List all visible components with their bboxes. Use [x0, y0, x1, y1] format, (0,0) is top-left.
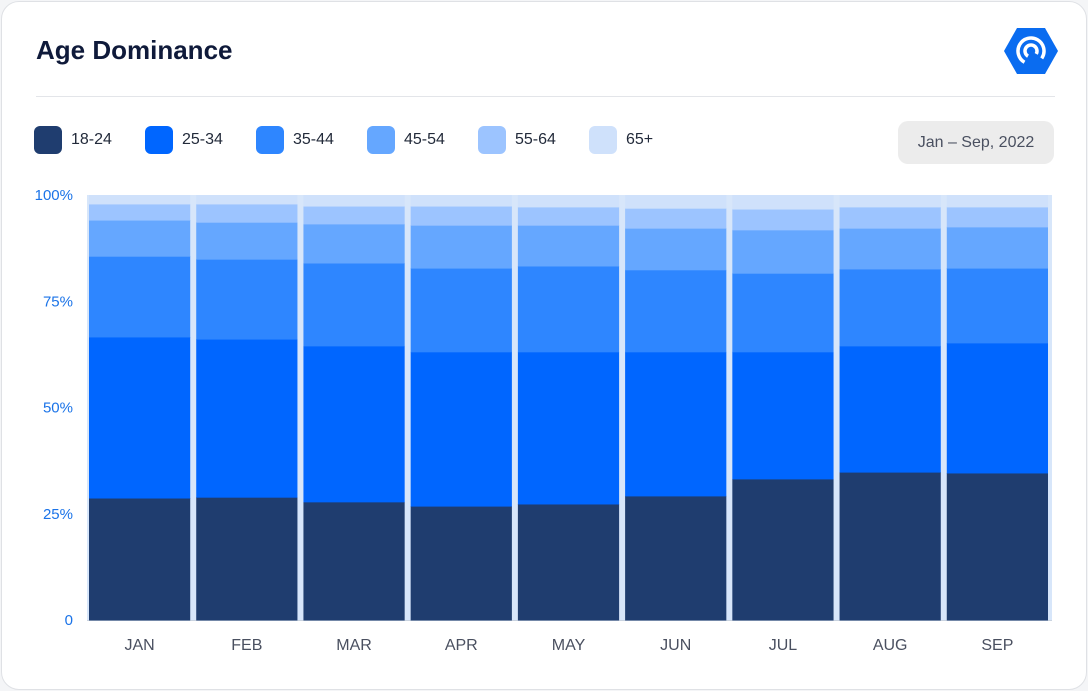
- date-range-button[interactable]: Jan – Sep, 2022: [898, 121, 1054, 164]
- bar-segment-25-34: [89, 336, 191, 499]
- x-tick-label: MAY: [552, 637, 586, 654]
- bar-segment-45-54: [410, 225, 512, 269]
- x-tick-label: AUG: [873, 637, 908, 654]
- legend-label: 25-34: [182, 131, 223, 148]
- y-tick-label: 100%: [35, 187, 73, 204]
- bar-segment-18-24: [89, 498, 191, 621]
- legend-label: 18-24: [71, 131, 112, 148]
- bar-segment-45-54: [517, 225, 620, 267]
- bar-segment-35-44: [946, 268, 1048, 344]
- bar-segment-65+: [303, 195, 405, 207]
- bar-segment-55-64: [89, 203, 191, 221]
- bar-segment-18-24: [946, 472, 1048, 621]
- legend-item[interactable]: 55-64: [478, 126, 589, 154]
- bar-segment-55-64: [625, 208, 727, 229]
- y-tick-label: 50%: [43, 400, 73, 417]
- legend-item[interactable]: 25-34: [145, 126, 256, 154]
- y-tick-label: 0: [65, 612, 73, 629]
- bar-segment-35-44: [517, 265, 620, 353]
- x-tick-label: SEP: [981, 637, 1013, 654]
- legend-item[interactable]: 35-44: [256, 126, 367, 154]
- legend-swatch: [34, 126, 62, 154]
- x-tick-label: JAN: [124, 637, 154, 654]
- legend-label: 45-54: [404, 131, 445, 148]
- bar-segment-45-54: [946, 226, 1048, 269]
- bar-segment-35-44: [625, 269, 727, 353]
- bar-segment-65+: [625, 195, 727, 209]
- bar-segment-25-34: [839, 345, 941, 473]
- x-tick-label: JUL: [769, 637, 798, 654]
- y-tick-label: 25%: [43, 506, 73, 523]
- bar-segment-55-64: [839, 206, 941, 229]
- bar-segment-55-64: [517, 206, 620, 226]
- bar-segment-35-44: [89, 256, 191, 338]
- x-tick-label: FEB: [231, 637, 262, 654]
- bar-segment-45-54: [625, 228, 727, 271]
- bar-segment-25-34: [946, 342, 1048, 474]
- signal-hexagon-icon: [1003, 26, 1059, 76]
- bar-segment-25-34: [410, 351, 512, 507]
- x-tick-label: JUN: [660, 637, 691, 654]
- legend-item[interactable]: 65+: [589, 126, 700, 154]
- bar-segment-25-34: [303, 345, 405, 503]
- legend-swatch: [367, 126, 395, 154]
- legend-swatch: [145, 126, 173, 154]
- legend-item[interactable]: 18-24: [34, 126, 145, 154]
- bar-segment-25-34: [196, 339, 298, 498]
- bar-segment-55-64: [732, 209, 834, 231]
- bar-segment-45-54: [89, 220, 191, 257]
- bar-segment-55-64: [196, 203, 298, 223]
- bar-segment-35-44: [732, 273, 834, 353]
- bar-segment-35-44: [410, 268, 512, 353]
- bar-segment-65+: [196, 195, 298, 205]
- bar-segment-18-24: [303, 501, 405, 621]
- bar-segment-25-34: [625, 351, 727, 497]
- bar-segment-65+: [89, 195, 191, 205]
- bar-segment-18-24: [517, 503, 620, 621]
- legend-label: 55-64: [515, 131, 556, 148]
- bar-segment-18-24: [196, 497, 298, 621]
- bar-segment-35-44: [839, 268, 941, 347]
- bar-segment-45-54: [839, 228, 941, 270]
- bar-segment-18-24: [732, 478, 834, 621]
- y-tick-label: 75%: [43, 293, 73, 310]
- bar-segment-35-44: [196, 259, 298, 340]
- bar-segment-55-64: [410, 206, 512, 226]
- header-divider: [36, 96, 1055, 97]
- bar-segment-18-24: [839, 472, 941, 621]
- legend-swatch: [589, 126, 617, 154]
- legend-swatch: [478, 126, 506, 154]
- legend-label: 35-44: [293, 131, 334, 148]
- bar-segment-25-34: [517, 351, 620, 505]
- page-title: Age Dominance: [36, 35, 233, 65]
- bar-segment-18-24: [410, 506, 512, 621]
- legend-label: 65+: [626, 131, 654, 148]
- bar-segment-65+: [732, 195, 834, 210]
- bar-segment-55-64: [946, 206, 1048, 228]
- bar-segment-65+: [410, 195, 512, 207]
- legend-item[interactable]: 45-54: [367, 126, 478, 154]
- bar-segment-45-54: [303, 223, 405, 264]
- bar-segment-65+: [946, 195, 1048, 208]
- legend-swatch: [256, 126, 284, 154]
- bar-segment-25-34: [732, 351, 834, 480]
- bar-segment-18-24: [625, 495, 727, 621]
- bar-segment-45-54: [732, 229, 834, 274]
- x-tick-label: APR: [445, 637, 478, 654]
- x-tick-label: MAR: [336, 637, 372, 654]
- bar-segment-65+: [517, 195, 620, 208]
- bar-segment-65+: [839, 195, 941, 208]
- bar-segment-35-44: [303, 263, 405, 347]
- chart-legend: 18-24 25-34 35-44 45-54 55-64 65+: [34, 126, 700, 154]
- bar-segment-55-64: [303, 206, 405, 225]
- bar-segment-45-54: [196, 222, 298, 260]
